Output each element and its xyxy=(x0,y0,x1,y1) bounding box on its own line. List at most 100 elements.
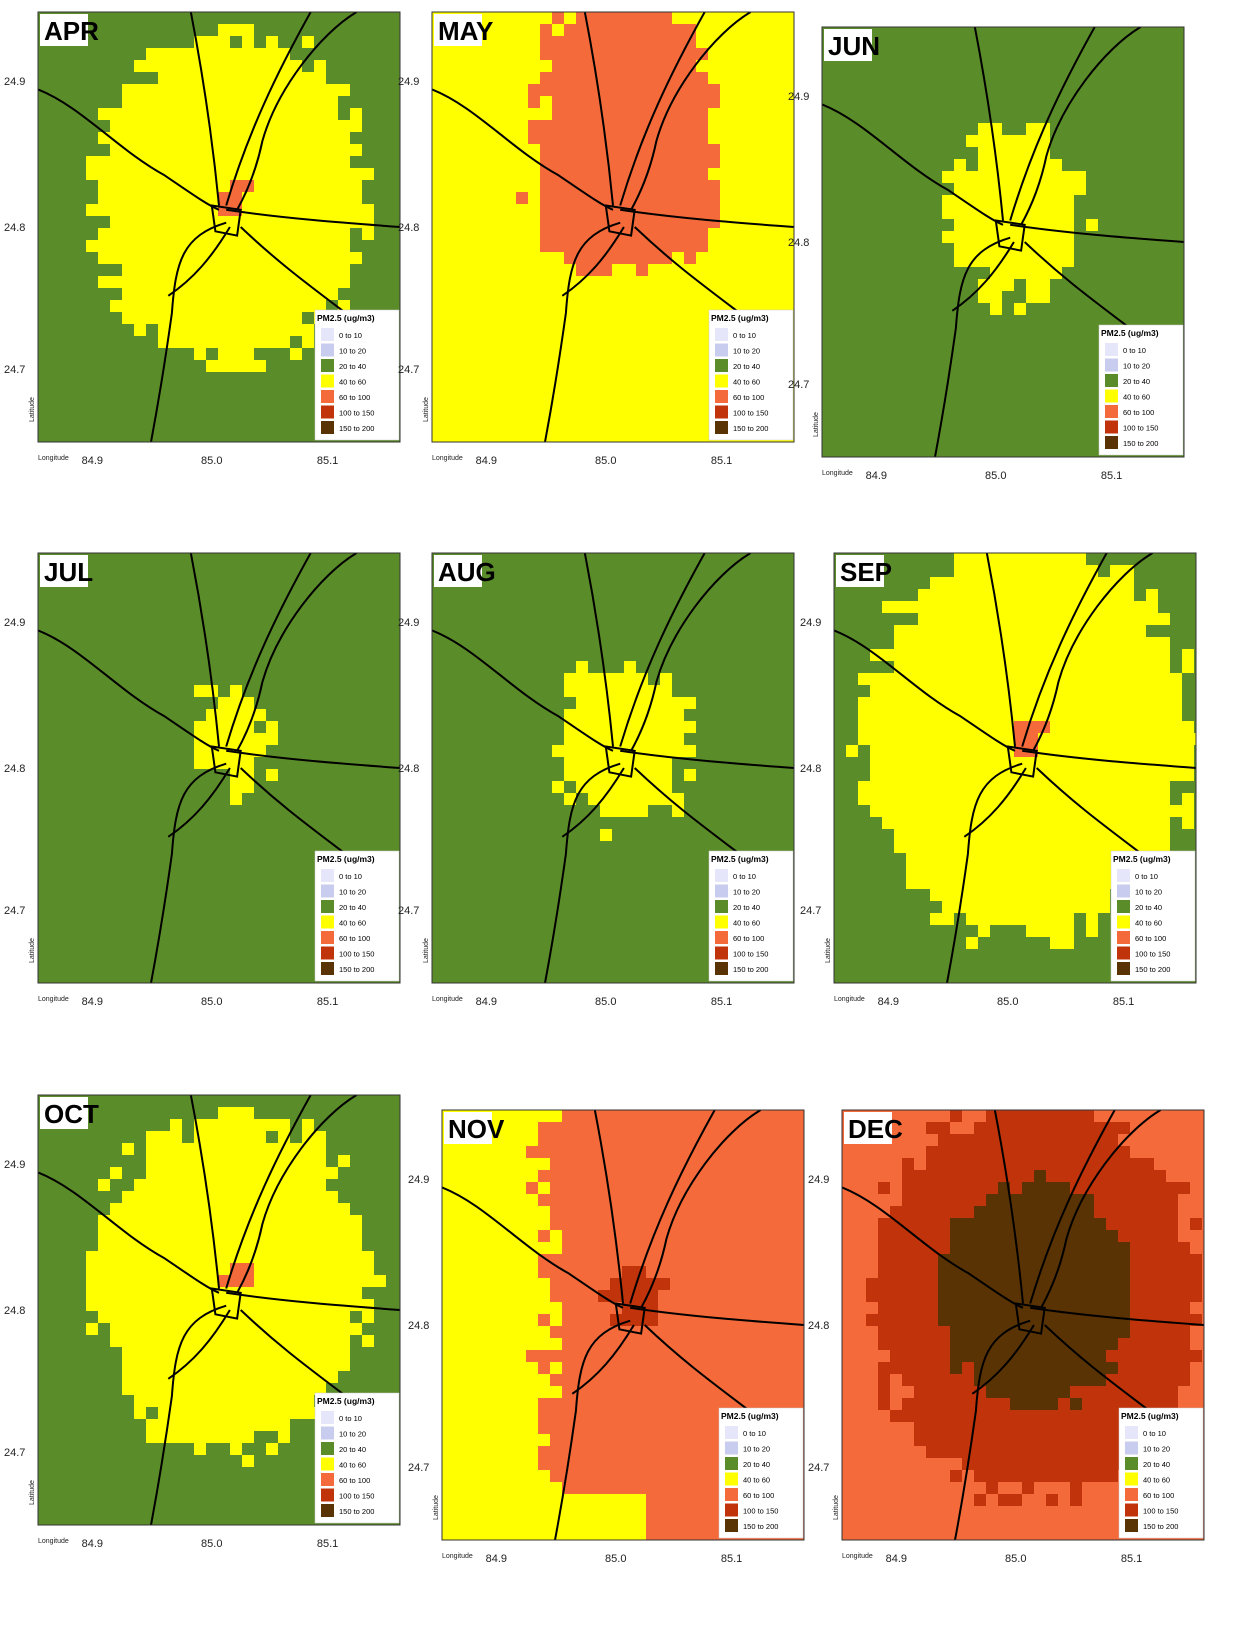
legend-label: 10 to 20 xyxy=(733,888,760,897)
grid-cell xyxy=(1002,601,1014,613)
road-line-3 xyxy=(236,12,358,211)
grid-cell xyxy=(1134,817,1146,829)
grid-cell xyxy=(906,829,918,841)
grid-cell xyxy=(890,1410,902,1422)
grid-cell xyxy=(338,1203,350,1215)
grid-cell xyxy=(218,1371,230,1383)
grid-cell xyxy=(1050,721,1062,733)
grid-cell xyxy=(266,132,278,144)
grid-cell xyxy=(134,180,146,192)
x-axis-title: Longitude xyxy=(842,1553,873,1560)
grid-cell xyxy=(1098,733,1110,745)
legend-swatch xyxy=(1125,1426,1138,1439)
grid-cell xyxy=(790,1362,802,1374)
grid-cell xyxy=(882,601,894,613)
grid-cell xyxy=(954,793,966,805)
grid-cell xyxy=(564,673,576,685)
grid-cell xyxy=(938,1434,950,1446)
grid-cell xyxy=(206,733,218,745)
grid-cell xyxy=(670,1494,682,1506)
grid-cell xyxy=(574,1110,586,1122)
grid-cell xyxy=(206,1155,218,1167)
grid-cell xyxy=(646,1470,658,1482)
grid-cell xyxy=(1130,1278,1142,1290)
grid-cell xyxy=(648,228,660,240)
grid-cell xyxy=(974,1266,986,1278)
grid-cell xyxy=(588,204,600,216)
grid-cell xyxy=(622,1146,634,1158)
grid-cell xyxy=(1106,1230,1118,1242)
grid-cell xyxy=(146,1275,158,1287)
grid-cell xyxy=(550,1410,562,1422)
grid-cell xyxy=(902,1314,914,1326)
grid-cell xyxy=(670,1398,682,1410)
grid-cell xyxy=(1022,1338,1034,1350)
legend-label: 20 to 40 xyxy=(1135,903,1162,912)
grid-cell xyxy=(1122,589,1134,601)
grid-cell xyxy=(1026,613,1038,625)
grid-cell xyxy=(218,252,230,264)
grid-cell xyxy=(1038,601,1050,613)
grid-cell xyxy=(110,276,122,288)
grid-cell xyxy=(754,1230,766,1242)
grid-cell xyxy=(266,1395,278,1407)
grid-cell xyxy=(882,757,894,769)
grid-cell xyxy=(218,1155,230,1167)
grid-cell xyxy=(182,1179,194,1191)
grid-cell xyxy=(230,144,242,156)
grid-cell xyxy=(170,1323,182,1335)
y-tick-label: 24.9 xyxy=(4,76,25,88)
legend-swatch xyxy=(715,962,728,975)
grid-cell xyxy=(966,901,978,913)
grid-cell xyxy=(146,216,158,228)
grid-cell xyxy=(742,1338,754,1350)
grid-cell xyxy=(790,1230,802,1242)
grid-cell xyxy=(754,1122,766,1134)
grid-cell xyxy=(974,1218,986,1230)
grid-cell xyxy=(950,1314,962,1326)
grid-cell xyxy=(1014,589,1026,601)
grid-cell xyxy=(950,1218,962,1230)
grid-cell xyxy=(1062,841,1074,853)
grid-cell xyxy=(1146,793,1158,805)
grid-cell xyxy=(1034,1230,1046,1242)
grid-cell xyxy=(182,108,194,120)
grid-cell xyxy=(1158,817,1170,829)
grid-cell xyxy=(242,288,254,300)
grid-cell xyxy=(350,1239,362,1251)
grid-cell xyxy=(1170,709,1182,721)
grid-cell xyxy=(672,72,684,84)
grid-cell xyxy=(1026,601,1038,613)
grid-cell xyxy=(1098,577,1110,589)
grid-cell xyxy=(314,108,326,120)
map-frame xyxy=(821,26,1185,458)
grid-cell xyxy=(598,1410,610,1422)
grid-cell xyxy=(1022,1398,1034,1410)
grid-cell xyxy=(230,276,242,288)
grid-cell xyxy=(906,817,918,829)
grid-cell xyxy=(564,685,576,697)
y-axis-title: Latitude xyxy=(825,938,832,963)
grid-cell xyxy=(1082,1134,1094,1146)
grid-cell xyxy=(1050,267,1062,279)
grid-cell xyxy=(1050,601,1062,613)
grid-cell xyxy=(1026,267,1038,279)
y-axis-title: Latitude xyxy=(29,397,36,422)
grid-cell xyxy=(350,216,362,228)
grid-cell xyxy=(146,1167,158,1179)
grid-cell xyxy=(790,1242,802,1254)
grid-cell xyxy=(230,132,242,144)
grid-cell xyxy=(218,1407,230,1419)
grid-cell xyxy=(218,1299,230,1311)
legend-swatch xyxy=(321,1473,334,1486)
grid-cell xyxy=(1122,781,1134,793)
grid-cell xyxy=(586,1194,598,1206)
grid-cell xyxy=(802,1338,804,1350)
grid-cell xyxy=(1070,1470,1082,1482)
grid-cell xyxy=(1026,135,1038,147)
grid-cell xyxy=(624,733,636,745)
grid-cell xyxy=(906,877,918,889)
grid-cell xyxy=(990,841,1002,853)
grid-cell xyxy=(942,589,954,601)
grid-cell xyxy=(564,192,576,204)
